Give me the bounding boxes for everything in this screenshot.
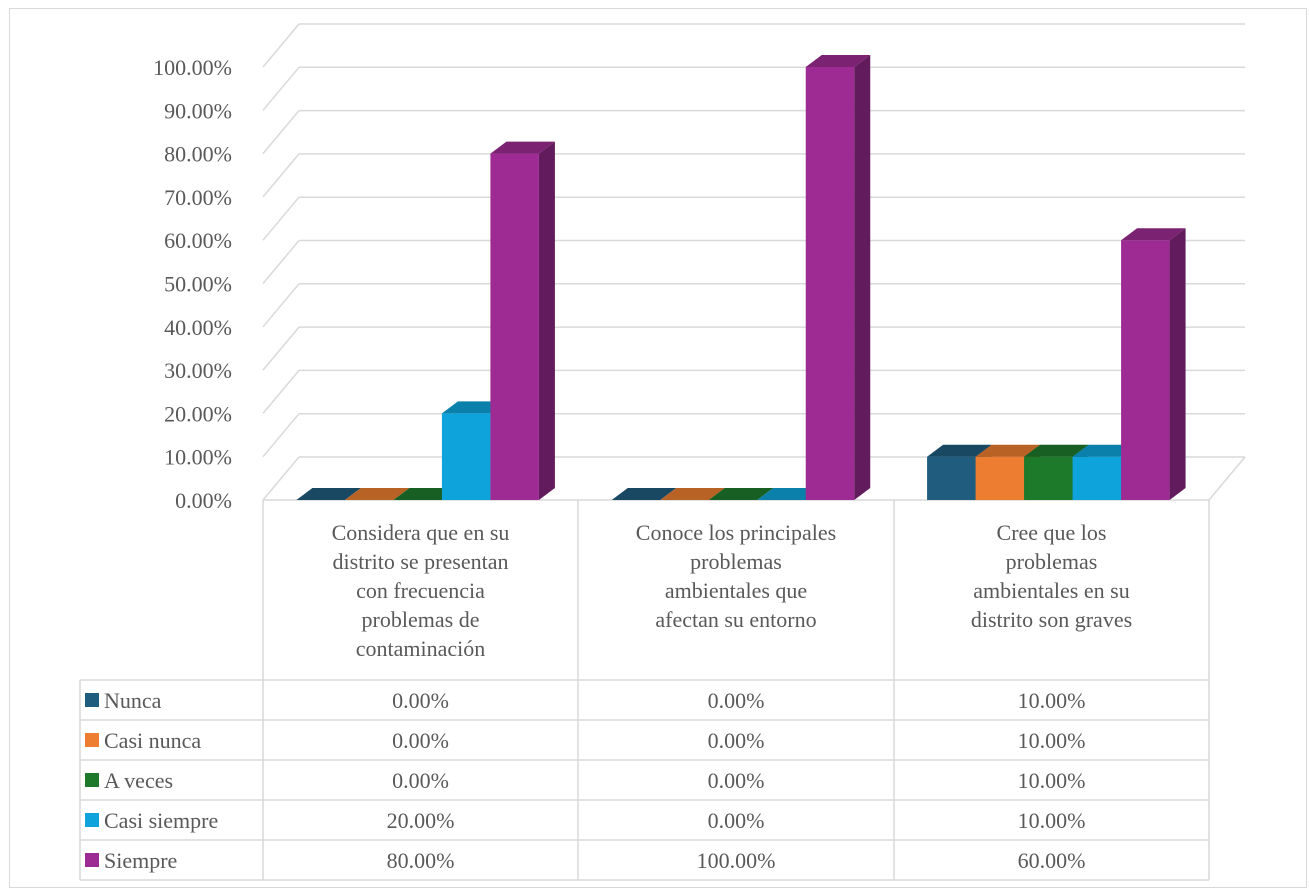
series-name: Nunca bbox=[104, 688, 162, 713]
bar-top bbox=[1072, 444, 1138, 457]
data-label: 10.00% bbox=[1018, 728, 1086, 753]
bar-top bbox=[441, 401, 507, 414]
legend-key bbox=[85, 853, 99, 867]
series-name: Casi siempre bbox=[104, 808, 218, 833]
gridlines bbox=[262, 23, 1246, 501]
category-label: Considera que en su distrito se presentan… bbox=[332, 520, 510, 661]
legend-key bbox=[85, 733, 99, 747]
category-label-line: ambientales que bbox=[665, 578, 807, 603]
series-name: A veces bbox=[104, 768, 173, 793]
data-label: 0.00% bbox=[708, 688, 765, 713]
data-label: 0.00% bbox=[392, 768, 449, 793]
bar-front bbox=[975, 456, 1025, 500]
y-tick-label: 30.00% bbox=[164, 358, 232, 383]
bar-top bbox=[1024, 444, 1089, 457]
data-label: 0.00% bbox=[708, 768, 765, 793]
bar-side bbox=[1169, 228, 1186, 500]
y-tick-label: 0.00% bbox=[175, 488, 232, 513]
gridline-depth bbox=[262, 23, 300, 68]
y-axis-ticks: 0.00% 10.00% 20.00% 30.00% 40.00% 50.00% 60.00… bbox=[153, 55, 232, 513]
bar-front bbox=[490, 153, 539, 500]
bar-top bbox=[611, 488, 677, 500]
bar-side bbox=[854, 55, 871, 500]
data-label: 10.00% bbox=[1018, 808, 1086, 833]
legend-key bbox=[85, 773, 99, 787]
gridline-depth bbox=[262, 283, 300, 328]
bar-top bbox=[393, 488, 458, 500]
category-label-line: problemas de bbox=[362, 607, 480, 632]
y-tick-label: 80.00% bbox=[164, 142, 232, 167]
category-label-line: afectan su entorno bbox=[655, 607, 816, 632]
bar-top bbox=[975, 444, 1041, 457]
bar-front bbox=[441, 413, 491, 500]
bar-top bbox=[927, 444, 992, 457]
bar-front bbox=[1072, 456, 1122, 500]
category-label-line: problemas bbox=[690, 549, 782, 574]
data-label: 20.00% bbox=[387, 808, 455, 833]
bar-top bbox=[708, 488, 774, 500]
y-tick-label: 70.00% bbox=[164, 185, 232, 210]
bar-top bbox=[296, 488, 361, 500]
category-label-line: distrito se presentan bbox=[333, 549, 509, 574]
data-label: 60.00% bbox=[1018, 848, 1086, 873]
y-tick-label: 60.00% bbox=[164, 228, 232, 253]
bar-front bbox=[927, 456, 976, 500]
data-label: 0.00% bbox=[708, 808, 765, 833]
bar-top bbox=[344, 488, 410, 500]
series-name: Casi nunca bbox=[104, 728, 201, 753]
series-name: Siempre bbox=[104, 848, 177, 873]
data-label: 0.00% bbox=[392, 688, 449, 713]
data-label: 10.00% bbox=[1018, 768, 1086, 793]
category-label: Conoce los principales problemas ambiental… bbox=[636, 520, 836, 632]
y-tick-label: 40.00% bbox=[164, 315, 232, 340]
category-label-line: Considera que en su bbox=[332, 520, 510, 545]
category-label-line: ambientales en su bbox=[973, 578, 1129, 603]
bar-top bbox=[1121, 228, 1186, 241]
category-label-line: Conoce los principales bbox=[636, 520, 836, 545]
floor-right-edge bbox=[1208, 456, 1246, 501]
bar-top bbox=[757, 488, 822, 500]
data-label: 80.00% bbox=[387, 848, 455, 873]
category-label: Cree que los problemas ambientales en su di… bbox=[971, 520, 1132, 632]
y-tick-label: 90.00% bbox=[164, 98, 232, 123]
bar-front bbox=[1024, 456, 1073, 500]
gridline-depth bbox=[262, 326, 300, 371]
gridline-depth bbox=[262, 240, 300, 284]
data-table: Considera que en su distrito se presentan… bbox=[79, 500, 1210, 881]
y-tick-label: 100.00% bbox=[153, 55, 232, 80]
data-label: 10.00% bbox=[1018, 688, 1086, 713]
y-tick-label: 50.00% bbox=[164, 272, 232, 297]
y-tick-label: 10.00% bbox=[164, 445, 232, 470]
bar-front bbox=[1121, 240, 1170, 500]
legend-key bbox=[85, 693, 99, 707]
category-label-line: distrito son graves bbox=[971, 607, 1132, 632]
data-label: 100.00% bbox=[697, 848, 776, 873]
gridline-depth bbox=[262, 456, 300, 501]
gridline-depth bbox=[262, 66, 300, 111]
bar-top bbox=[805, 55, 871, 67]
bar-top bbox=[660, 488, 725, 500]
gridline-depth bbox=[262, 369, 300, 414]
bar-top bbox=[490, 141, 555, 154]
data-label: 0.00% bbox=[708, 728, 765, 753]
y-tick-label: 20.00% bbox=[164, 401, 232, 426]
bar-side bbox=[538, 141, 555, 500]
gridline-depth bbox=[262, 413, 300, 458]
legend-key bbox=[85, 813, 99, 827]
data-label: 0.00% bbox=[392, 728, 449, 753]
gridline-depth bbox=[262, 110, 300, 155]
gridline-depth bbox=[262, 153, 300, 198]
bar-front bbox=[805, 67, 855, 500]
category-label-line: contaminación bbox=[356, 636, 486, 661]
chart-frame bbox=[9, 8, 1307, 888]
category-label-line: problemas bbox=[1006, 549, 1098, 574]
bars bbox=[296, 55, 1186, 500]
gridline-depth bbox=[262, 196, 300, 241]
category-label-line: con frecuencia bbox=[356, 578, 485, 603]
category-label-line: Cree que los bbox=[997, 520, 1107, 545]
